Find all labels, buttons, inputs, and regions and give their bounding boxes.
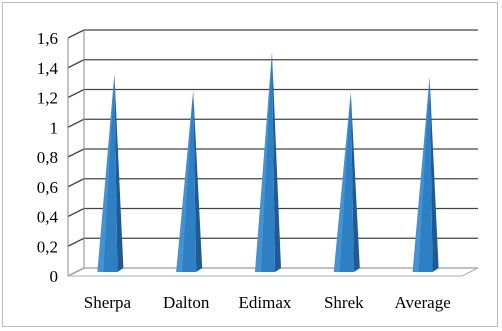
y-tick-label: 0,2	[37, 237, 58, 256]
gridline-side	[67, 178, 85, 188]
cone-highlight	[97, 74, 115, 272]
gridline-side	[67, 88, 85, 99]
x-axis-category-labels: Sherpa Dalton Edimax Shrek Average	[84, 293, 451, 312]
y-tick-label: 0,4	[37, 208, 59, 227]
cone-side-face	[193, 90, 203, 273]
cone-highlight	[176, 90, 194, 273]
y-tick-label: 1,2	[37, 89, 58, 108]
bar-edimax	[255, 51, 281, 272]
x-category-label: Edimax	[239, 293, 292, 312]
bar-sherpa	[97, 74, 124, 272]
chart-floor	[67, 267, 479, 277]
gridline-side	[67, 237, 85, 247]
bar-shrek	[333, 92, 360, 272]
x-category-label: Sherpa	[84, 293, 132, 312]
bar-average	[412, 77, 439, 272]
y-axis-tick-labels: 0 0,2 0,4 0,6 0,8 1 1,2 1,4 1,6	[37, 29, 59, 286]
x-category-label: Shrek	[324, 293, 364, 312]
y-tick-label: 0	[50, 267, 59, 286]
cone-side-face	[272, 51, 281, 272]
cone-side-face	[114, 74, 124, 272]
y-tick-label: 1,6	[37, 29, 58, 48]
gridline-side	[67, 29, 85, 39]
x-category-label: Average	[394, 293, 450, 312]
y-tick-label: 0,6	[37, 178, 58, 197]
y-tick-label: 1,4	[37, 59, 59, 78]
cone-highlight	[333, 92, 351, 272]
y-tick-label: 0,8	[37, 148, 58, 167]
cone-highlight	[255, 51, 272, 272]
cone-highlight	[412, 77, 430, 272]
x-category-label: Dalton	[163, 293, 210, 312]
gridline-side	[67, 59, 85, 69]
y-tick-label: 1	[50, 118, 59, 137]
bar-dalton	[176, 90, 203, 273]
bars	[97, 51, 439, 273]
floor-plane	[67, 267, 479, 277]
gridline-side	[67, 148, 85, 158]
gridline-side	[67, 118, 85, 128]
gridline-side	[67, 207, 85, 218]
chart-frame	[2, 2, 498, 327]
